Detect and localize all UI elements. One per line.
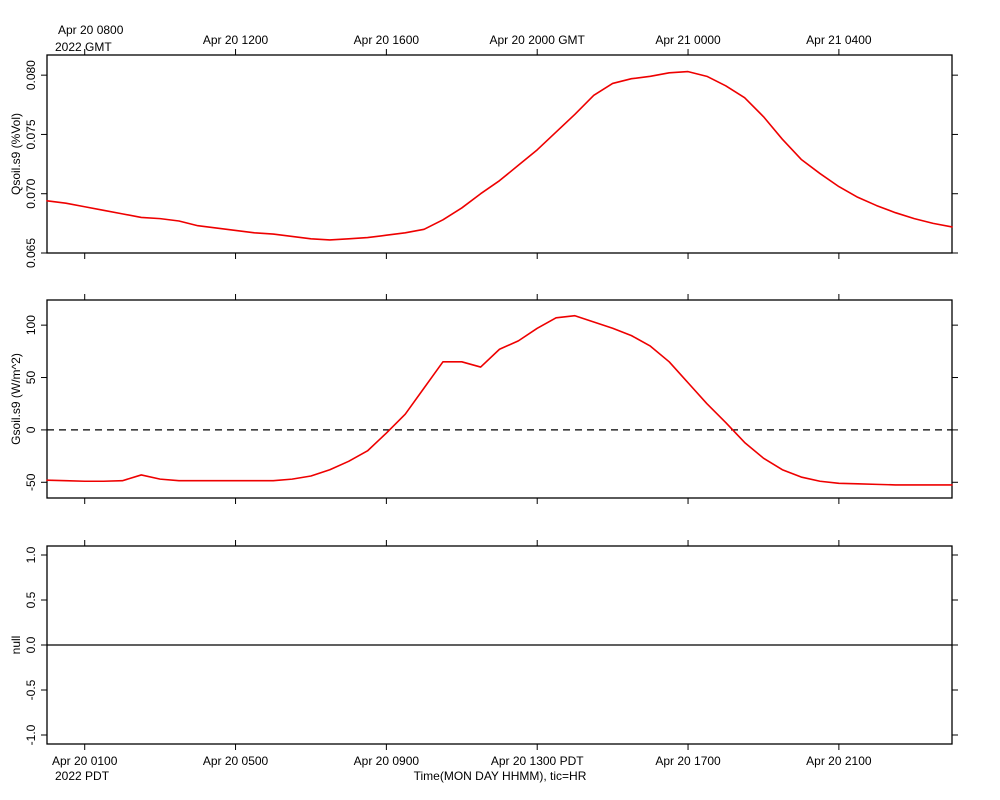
chart-panel-2: -50 0 50 100 Gsoil.s9 (W/m^2): [9, 294, 958, 504]
y-tick-label: 0.070: [24, 178, 38, 208]
bottom-year-label: 2022 PDT: [55, 769, 110, 783]
series-line-1: [46, 314, 953, 486]
bottom-time-tick-label: Apr 20 0500: [203, 754, 269, 768]
top-time-tick-label: Apr 20 0800: [58, 23, 124, 37]
x-axis-label: Time(MON DAY HHMM), tic=HR: [414, 769, 587, 783]
y-axis-label: Qsoil.s9 (%Vol): [9, 113, 23, 195]
y-tick-label: -0.5: [24, 679, 38, 700]
y-tick-label: 50: [24, 371, 38, 385]
y-tick-label: 1.0: [24, 546, 38, 563]
y-tick-label: 0.5: [24, 591, 38, 608]
y-tick-label: 0: [24, 426, 38, 433]
chart-panel-1: 0.065 0.070 0.075 0.080 Qsoil.s9 (%Vol): [9, 49, 958, 268]
bottom-time-tick-label: Apr 20 0900: [354, 754, 420, 768]
series-line-1: [46, 70, 953, 241]
top-time-tick-label: Apr 20 2000 GMT: [490, 33, 586, 47]
chart-panel-3: -1.0 -0.5 0.0 0.5 1.0 null: [9, 540, 958, 750]
top-year-label: 2022 GMT: [55, 40, 112, 54]
y-tick-label: 0.075: [24, 119, 38, 149]
top-time-tick-label: Apr 21 0000: [655, 33, 721, 47]
top-time-tick-label: Apr 20 1200: [203, 33, 269, 47]
top-time-tick-label: Apr 21 0400: [806, 33, 872, 47]
y-tick-label: -50: [24, 473, 38, 491]
bottom-time-tick-label: Apr 20 0100: [52, 754, 118, 768]
bottom-time-tick-label: Apr 20 2100: [806, 754, 872, 768]
y-tick-label: 0.0: [24, 636, 38, 653]
y-axis-label: null: [9, 636, 23, 655]
y-axis-label: Gsoil.s9 (W/m^2): [9, 353, 23, 445]
y-tick-label: 0.080: [24, 60, 38, 90]
plot-frame: [46, 54, 953, 254]
y-tick-label: 100: [24, 315, 38, 335]
top-time-tick-label: Apr 20 1600: [354, 33, 420, 47]
bottom-time-tick-label: Apr 20 1300 PDT: [491, 754, 584, 768]
y-tick-label: 0.065: [24, 238, 38, 268]
plot-frame: [46, 299, 953, 499]
bottom-time-tick-label: Apr 20 1700: [655, 754, 721, 768]
chart-panels: 0.065 0.070 0.075 0.080 Qsoil.s9 (%Vol) -50 0 5…: [9, 49, 958, 750]
y-tick-label: -1.0: [24, 724, 38, 745]
time-axis-labels: Apr 20 0800 Apr 20 1200 Apr 20 1600 Apr 20 …: [52, 23, 872, 768]
